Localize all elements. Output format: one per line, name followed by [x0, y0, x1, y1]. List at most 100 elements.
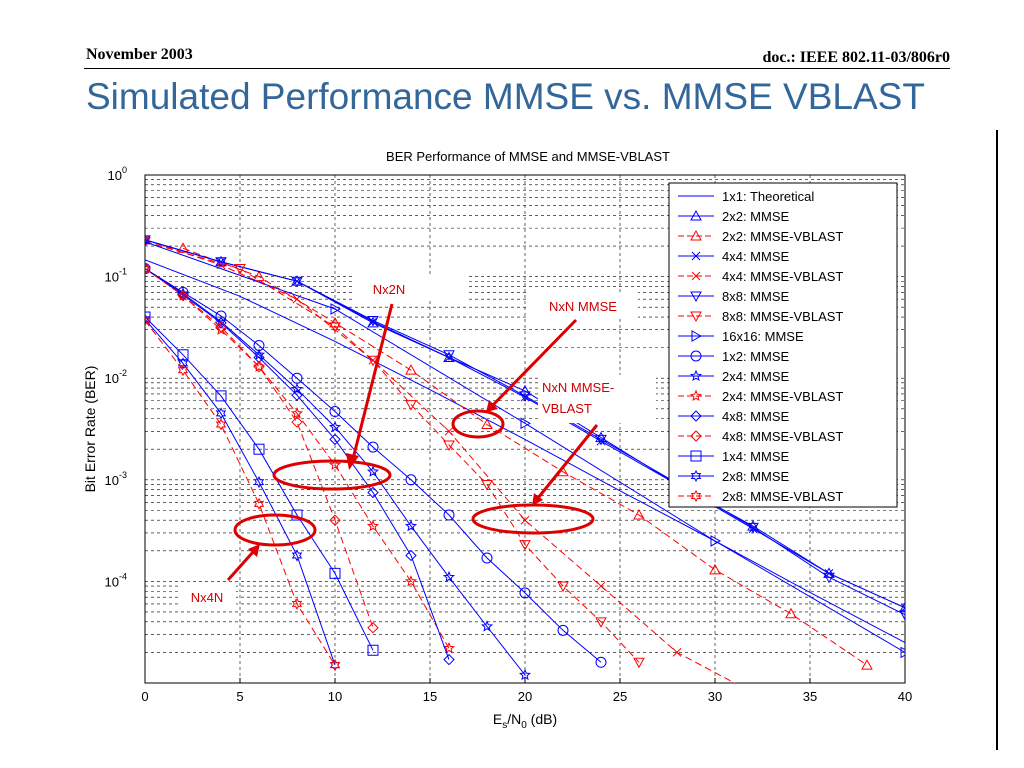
series-line [145, 239, 736, 683]
legend-marker [689, 369, 703, 382]
data-point [519, 384, 531, 396]
data-point [145, 311, 151, 323]
data-point [177, 364, 189, 377]
data-point [177, 357, 189, 370]
data-point [329, 322, 341, 333]
legend-entry: 4x4: MMSE-VBLAST [678, 269, 843, 284]
series-line [145, 320, 336, 666]
legend-label: 4x4: MMSE [722, 249, 790, 264]
data-point [405, 364, 417, 375]
legend-marker [691, 271, 701, 281]
data-point [709, 563, 721, 575]
legend-marker [690, 311, 702, 323]
series-line [145, 316, 374, 651]
legend-label: 8x8: MMSE-VBLAST [722, 309, 843, 324]
data-point [749, 689, 757, 697]
series-line [145, 268, 374, 628]
legend-label: 1x1: Theoretical [722, 189, 814, 204]
data-point [595, 656, 607, 668]
annotation-nxn-vblast-arrow [536, 424, 599, 499]
data-point [215, 310, 227, 322]
x-tick-label: 25 [613, 689, 627, 704]
y-axis-label: Bit Error Rate (BER) [82, 366, 98, 493]
y-tick-label: 100 [108, 165, 127, 183]
y-tick-label: 10-4 [105, 571, 127, 589]
series-4 [145, 235, 757, 697]
data-point [443, 350, 455, 361]
legend-entry: 16x16: MMSE [678, 329, 804, 344]
data-point [520, 515, 530, 525]
data-point [899, 610, 905, 621]
data-point [234, 264, 246, 275]
data-point [215, 407, 227, 420]
series-7 [145, 238, 905, 659]
header-doc-id: doc.: IEEE 802.11-03/806r0 [762, 49, 950, 66]
data-point [215, 317, 227, 329]
data-point [291, 549, 303, 562]
data-point [672, 648, 682, 657]
data-point [557, 581, 569, 593]
data-point [145, 314, 151, 327]
data-point [253, 443, 265, 455]
annotation-nxn-mmse-ellipse [451, 409, 505, 439]
legend-box [668, 182, 898, 508]
data-point [145, 238, 152, 246]
x-tick-label: 40 [898, 689, 912, 704]
data-point [481, 552, 493, 564]
data-point [291, 389, 303, 401]
chart-title: BER Performance of MMSE and MMSE-VBLAST [386, 149, 670, 164]
annotation-nx2n-arrow [351, 303, 394, 460]
legend-entry: 1x4: MMSE [678, 449, 790, 464]
data-point [366, 465, 380, 477]
data-point [633, 657, 645, 669]
data-point [329, 514, 341, 526]
data-point [520, 417, 532, 430]
data-point [405, 549, 417, 562]
data-point [291, 597, 303, 610]
legend-marker [690, 489, 702, 503]
data-point [329, 433, 341, 446]
annotation-nx2n-label: Nx2N [373, 282, 406, 297]
legend-marker [690, 350, 702, 362]
data-point [710, 535, 722, 547]
data-point [177, 349, 189, 361]
data-point [518, 668, 532, 681]
data-point [253, 476, 265, 489]
x-axis-label: Es/N0 (dB) [493, 711, 557, 731]
data-point [291, 276, 303, 288]
x-tick-label: 35 [803, 689, 817, 704]
data-point [404, 519, 418, 532]
data-point [329, 406, 341, 418]
data-point [145, 313, 151, 326]
legend-label: 2x2: MMSE [722, 209, 790, 224]
legend-entry: 2x2: MMSE [678, 209, 790, 224]
legend-label: 1x4: MMSE [722, 449, 790, 464]
data-point [328, 458, 342, 471]
annotation-nxn-vblast-box [538, 375, 656, 423]
data-point [367, 644, 379, 656]
legend-entry: 2x8: MMSE-VBLAST [678, 489, 843, 504]
legend-entry: 4x8: MMSE-VBLAST [678, 429, 843, 444]
data-point [329, 567, 341, 579]
data-point [481, 418, 493, 430]
data-point [145, 262, 151, 275]
series-line [145, 241, 905, 653]
series-0 [145, 259, 905, 644]
series-15 [145, 314, 341, 672]
annotation-nxn-mmse-arrowhead [486, 400, 498, 412]
annotation-nxn-mmse-arrow [491, 318, 578, 407]
data-point [785, 607, 797, 619]
legend: 1x1: Theoretical 2x2: MMSE 2x2: MMSE-VBLAS… [668, 182, 898, 508]
data-point [443, 351, 455, 362]
legend-marker [690, 291, 702, 303]
legend-label: 1x2: MMSE [722, 349, 790, 364]
data-point [900, 646, 905, 659]
header-rule [84, 68, 950, 69]
data-point [443, 440, 455, 452]
legend-label: 2x8: MMSE-VBLAST [722, 489, 843, 504]
data-point [444, 426, 454, 436]
data-point [367, 355, 379, 367]
legend-label: 4x4: MMSE-VBLAST [722, 269, 843, 284]
series-6 [145, 237, 645, 669]
